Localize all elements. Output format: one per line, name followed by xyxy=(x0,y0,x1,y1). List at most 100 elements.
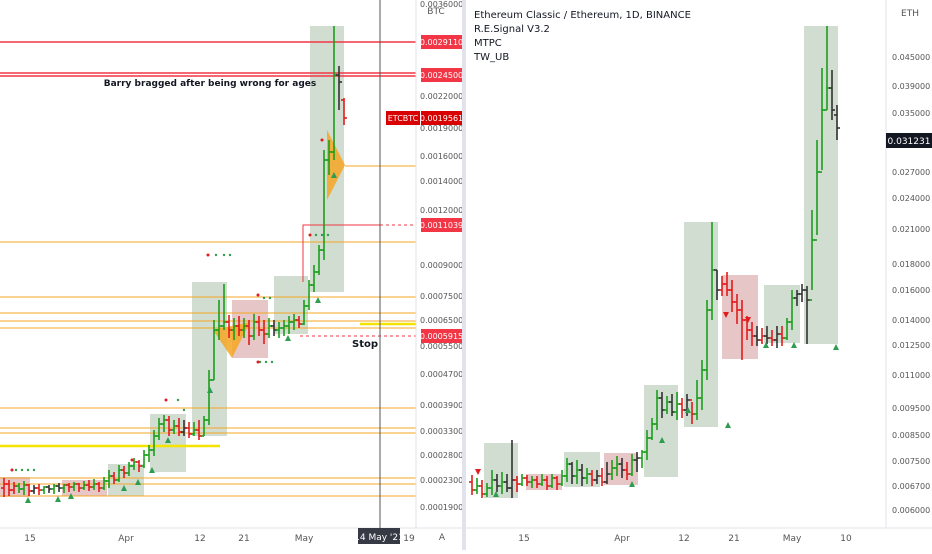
buy-signal-icon xyxy=(165,437,171,443)
x-axis-tick: 15 xyxy=(518,534,529,544)
x-axis-tick: 12 xyxy=(194,534,205,544)
price-label: 0.0019561 xyxy=(420,114,462,123)
buy-signal-icon xyxy=(725,422,731,428)
profile-shape xyxy=(327,165,345,200)
x-axis-tick: 21 xyxy=(238,534,249,544)
legend-symbol[interactable]: Ethereum Classic / Ethereum, 1D, BINANCE xyxy=(474,10,691,21)
price-badge: 0.031231 xyxy=(888,137,931,147)
y-axis-tick: 0.024000 xyxy=(892,194,930,203)
buy-signal-icon xyxy=(685,407,691,413)
signal-dot xyxy=(320,138,324,142)
price-label-bg xyxy=(421,68,462,82)
signal-dot xyxy=(10,468,14,472)
currency-label: BTC xyxy=(427,7,444,17)
buy-signal-icon xyxy=(763,342,769,348)
legend-indicator[interactable]: MTPC xyxy=(474,38,502,49)
x-axis-tick: Apr xyxy=(614,534,630,544)
signal-dot xyxy=(228,253,232,257)
right-chart-canvas[interactable]: 0.045000 0.039000 0.035000 0.027000 0.024000… xyxy=(466,0,932,550)
price-label-bg xyxy=(421,111,462,125)
signal-dot xyxy=(130,458,134,462)
price-label-bg xyxy=(421,329,462,343)
y-axis-tick: 0.0036000 xyxy=(420,0,462,9)
signal-dot xyxy=(258,360,262,364)
y-axis-tick: 0.045000 xyxy=(892,53,930,62)
signal-box xyxy=(804,26,838,344)
y-axis-tick: 0.027000 xyxy=(892,168,930,177)
signal-dot xyxy=(308,233,312,237)
sell-signal-icon xyxy=(475,469,481,475)
signal-dot xyxy=(206,253,210,257)
y-axis-tick: 0.0022000 xyxy=(420,92,462,101)
y-axis-tick: 0.0001900 xyxy=(420,503,462,512)
chart-legend: Ethereum Classic / Ethereum, 1D, BINANCE… xyxy=(474,9,691,65)
buy-signal-icon xyxy=(285,335,291,341)
buy-signal-icon xyxy=(207,387,213,393)
y-axis-tick: 0.039000 xyxy=(892,82,930,91)
signal-dot xyxy=(314,233,318,237)
signal-dot xyxy=(256,360,260,364)
signal-dot xyxy=(164,398,168,402)
x-axis-tick: 19 xyxy=(403,534,415,544)
buy-signal-icon xyxy=(833,344,839,350)
left-chart-pane[interactable]: 0.00360000.00260000.00220000.00190000.00… xyxy=(0,0,463,550)
profile-shape xyxy=(327,130,345,165)
y-axis-tick: 0.011000 xyxy=(892,371,930,380)
date-badge-bg xyxy=(358,528,400,544)
y-axis-tick: 0.0005500 xyxy=(420,342,462,351)
price-label-bg xyxy=(421,35,462,49)
signal-dot xyxy=(214,253,218,257)
symbol-badge-bg xyxy=(386,111,420,125)
sell-signal-icon xyxy=(745,317,751,323)
price-label: 0.0029110 xyxy=(420,38,462,47)
y-axis-tick: 0.0002800 xyxy=(420,451,462,460)
y-axis-tick: 0.0016000 xyxy=(420,152,462,161)
y-axis-tick: 0.0004700 xyxy=(420,370,462,379)
legend-indicator[interactable]: R.E.Signal V3.2 xyxy=(474,24,550,35)
auto-scale-button[interactable]: A xyxy=(439,533,446,543)
y-axis-tick: 0.008500 xyxy=(892,431,930,440)
signal-dot xyxy=(262,296,266,300)
y-axis-tick: 0.016000 xyxy=(892,286,930,295)
pane-divider[interactable] xyxy=(462,0,466,550)
y-axis-tick: 0.021000 xyxy=(892,225,930,234)
signal-dot xyxy=(14,468,18,472)
profile-shape xyxy=(213,322,250,358)
currency-label: ETH xyxy=(901,9,919,19)
signal-dot xyxy=(268,296,272,300)
signal-box xyxy=(0,477,30,497)
buy-signal-icon xyxy=(135,479,141,485)
signal-dot xyxy=(26,468,30,472)
signal-dot xyxy=(320,233,324,237)
right-chart-pane[interactable]: 0.045000 0.039000 0.035000 0.027000 0.024000… xyxy=(466,0,932,550)
x-axis-tick: May xyxy=(783,534,802,544)
chart-annotation: Barry bragged after being wrong for ages xyxy=(104,79,316,89)
signal-dot xyxy=(326,233,330,237)
y-axis-tick: 0.0006500 xyxy=(420,316,462,325)
signal-dot xyxy=(222,253,226,257)
y-axis-tick: 0.0019000 xyxy=(420,124,462,133)
signal-box xyxy=(684,222,718,427)
signal-dot xyxy=(182,408,186,412)
x-axis-tick: 15 xyxy=(24,534,35,544)
symbol-badge: ETCBTC xyxy=(388,114,419,123)
buy-signal-icon xyxy=(68,493,74,499)
x-axis-tick: 10 xyxy=(840,534,852,544)
y-axis-tick: 0.0009000 xyxy=(420,261,462,270)
legend-indicator[interactable]: TW_UB xyxy=(474,52,510,63)
signal-dot xyxy=(256,293,260,297)
signal-dot xyxy=(264,360,268,364)
y-axis-tick: 0.006000 xyxy=(892,506,930,515)
y-axis-tick: 0.0007500 xyxy=(420,292,462,301)
stop-bracket xyxy=(302,224,380,282)
buy-signal-icon xyxy=(629,481,635,487)
price-label: 0.0011039 xyxy=(420,221,462,230)
price-label-bg xyxy=(421,218,462,232)
y-axis-tick: 0.018000 xyxy=(892,260,930,269)
y-axis-tick: 0.0003300 xyxy=(420,427,462,436)
buy-signal-icon xyxy=(315,297,321,303)
left-chart-canvas[interactable]: 0.00360000.00260000.00220000.00190000.00… xyxy=(0,0,463,550)
stop-label: Stop xyxy=(352,339,378,350)
signal-box xyxy=(604,453,638,485)
y-axis-tick: 0.035000 xyxy=(892,109,930,118)
